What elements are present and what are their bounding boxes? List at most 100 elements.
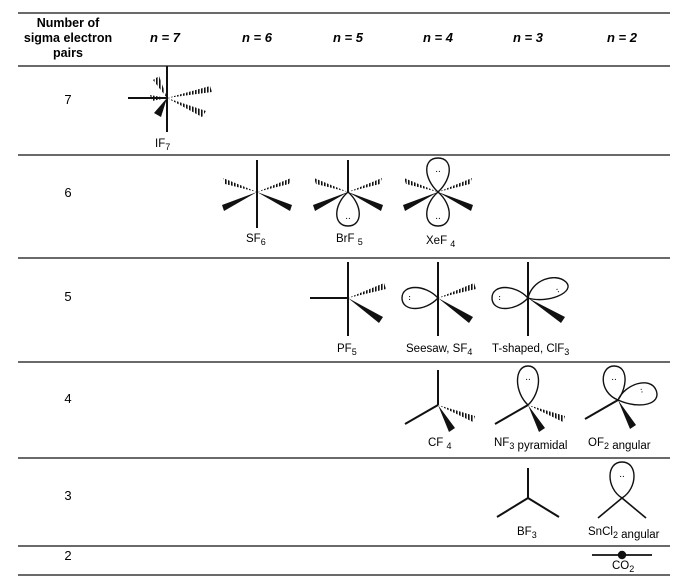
caption-if7: IF7 [155, 138, 170, 152]
hashed-bond [167, 98, 206, 117]
column-header: n = 5 [333, 30, 364, 45]
lone-pair-dots: .. [406, 295, 417, 301]
lone-pair-dots: .. [435, 211, 441, 222]
header-row-label-line1: Number of [37, 16, 100, 30]
lone-pair-lobe [426, 191, 450, 227]
wedge-bond [257, 192, 292, 211]
header-row-label-line2: sigma electron [24, 31, 112, 45]
wedge-bond [222, 192, 257, 211]
bf3-geometry [496, 468, 560, 518]
caption-sf4: Seesaw, SF4 [406, 343, 472, 357]
wedge-bond [528, 405, 545, 432]
lone-pair-dots: .. [611, 372, 617, 383]
row-label: 4 [64, 391, 71, 406]
wedge-bond [348, 298, 383, 323]
lone-pair-dots: .. [553, 284, 565, 294]
bond [621, 497, 647, 519]
header-row-label-line3: pairs [53, 46, 83, 60]
sncl2-geometry: .. [597, 461, 647, 519]
central-atom [617, 550, 627, 560]
row-label: 6 [64, 185, 71, 200]
caption-brf5: BrF 5 [336, 233, 363, 247]
hashed-bond [438, 283, 476, 298]
co2-geometry [592, 550, 652, 560]
caption-sncl2: SnCl2 angular [588, 526, 660, 541]
hashed-bond [348, 283, 386, 298]
lone-pair-dots: .. [637, 386, 649, 394]
lone-pair-lobe [617, 382, 658, 406]
lone-pair-lobe [602, 365, 626, 401]
column-header: n = 3 [513, 30, 544, 45]
row-label: 7 [64, 92, 71, 107]
column-header: n = 7 [150, 30, 181, 45]
sf4-seesaw-geometry: .. [401, 262, 476, 336]
hashed-bond [167, 86, 212, 98]
row-label: 5 [64, 289, 71, 304]
wedge-bond [313, 192, 348, 211]
hashed-bond [223, 178, 257, 192]
bond [597, 497, 623, 519]
lone-pair-lobe [527, 277, 569, 301]
lone-pair-dots: .. [345, 211, 351, 222]
caption-cf4: CF 4 [428, 437, 452, 451]
caption-sf6: SF6 [246, 233, 266, 247]
lone-pair-lobe [426, 157, 450, 193]
bond [584, 399, 619, 420]
hashed-bond [404, 178, 438, 192]
hashed-bond [257, 178, 291, 192]
lone-pair-dots: .. [435, 164, 441, 175]
wedge-bond [438, 405, 455, 432]
of2-geometry: .. .. [584, 365, 658, 429]
brf5-geometry: .. [313, 160, 383, 227]
row-label: 3 [64, 488, 71, 503]
bond [404, 404, 439, 425]
row-label: 2 [64, 548, 71, 563]
hashed-bond [528, 405, 565, 422]
wedge-bond [403, 192, 438, 211]
bond [527, 497, 560, 518]
wedge-bond [528, 298, 565, 323]
column-header: n = 2 [607, 30, 638, 45]
lone-pair-lobe [401, 286, 439, 310]
pf5-geometry [310, 262, 386, 336]
wedge-bond [438, 298, 473, 323]
caption-of2: OF2 angular [588, 437, 651, 452]
wedge-bond [348, 192, 383, 211]
lone-pair-lobe [336, 191, 360, 227]
wedge-bond [438, 192, 473, 211]
hashed-bond [348, 178, 382, 192]
hashed-bond [438, 405, 475, 422]
wedge-bond [618, 400, 636, 429]
xef4-geometry: .. .. [403, 157, 473, 227]
lone-pair-lobe [491, 286, 529, 310]
caption-xef4: XeF 4 [426, 235, 455, 249]
lone-pair-dots: .. [496, 295, 507, 301]
nf3-geometry: .. [494, 365, 565, 432]
sf6-geometry [222, 160, 292, 228]
caption-pf5: PF5 [337, 343, 357, 357]
hashed-bond [314, 178, 348, 192]
caption-clf3: T-shaped, ClF3 [492, 343, 569, 357]
bond [494, 404, 529, 425]
caption-co2: CO2 [612, 560, 634, 574]
hashed-bond [150, 95, 167, 101]
column-header: n = 6 [242, 30, 273, 45]
lone-pair-lobe [516, 365, 540, 406]
if7-geometry [128, 66, 212, 132]
hashed-bond [438, 178, 472, 192]
cf4-geometry [404, 370, 475, 432]
column-header: n = 4 [423, 30, 454, 45]
lone-pair-lobe [609, 461, 635, 499]
table-rules [18, 12, 670, 576]
wedge-bond [154, 98, 167, 117]
caption-bf3: BF3 [517, 526, 537, 540]
row-labels: 7 6 5 4 3 2 [64, 92, 71, 563]
hashed-bond [153, 76, 167, 98]
lone-pair-dots: .. [525, 372, 531, 383]
bond [496, 497, 529, 518]
clf3-tshaped-geometry: .. .. [491, 262, 569, 336]
lone-pair-dots: .. [619, 469, 625, 480]
table-header: Number of sigma electron pairs n = 7 n =… [24, 16, 638, 60]
caption-nf3: NF3 pyramidal [494, 437, 567, 452]
